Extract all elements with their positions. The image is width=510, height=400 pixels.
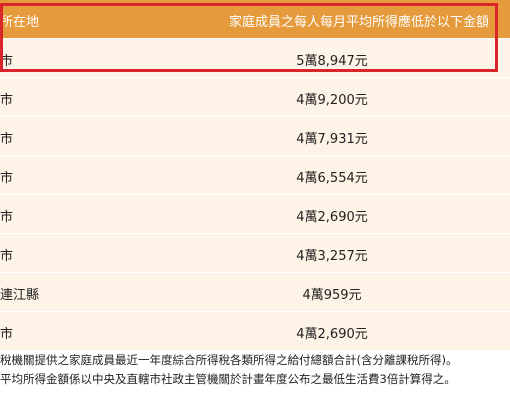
- table-row: 市 4萬2,690元: [0, 311, 510, 350]
- footnotes: 稅機關提供之家庭成員最近一年度綜合所得稅各類所得之給付總額合計(含分離課稅所得)…: [0, 351, 457, 389]
- cell-location: 市: [0, 210, 14, 225]
- table-row: 市 4萬3,257元: [0, 233, 510, 272]
- cell-location: 市: [0, 249, 14, 264]
- cell-location: 市: [0, 132, 14, 147]
- table-row: 連江縣 4萬959元: [0, 272, 510, 311]
- cell-location: 市: [0, 54, 14, 69]
- cell-location: 連江縣: [0, 288, 40, 303]
- cell-amount: 4萬6,554元: [296, 171, 368, 186]
- cell-amount: 4萬9,200元: [296, 93, 368, 108]
- cell-location: 市: [0, 171, 14, 186]
- header-amount: 家庭成員之每人每月平均所得應低於以下金額: [229, 15, 490, 30]
- income-threshold-table: 所在地 家庭成員之每人每月平均所得應低於以下金額 市 5萬8,947元 市 4萬…: [0, 0, 510, 350]
- cell-amount: 4萬3,257元: [296, 249, 368, 264]
- table-row: 市 5萬8,947元: [0, 38, 510, 77]
- table-row: 市 4萬7,931元: [0, 116, 510, 155]
- header-location: 所在地: [0, 15, 40, 30]
- cell-location: 市: [0, 327, 14, 342]
- table-row: 市 4萬9,200元: [0, 77, 510, 116]
- cell-amount: 5萬8,947元: [296, 54, 368, 69]
- cell-amount: 4萬2,690元: [296, 327, 368, 342]
- cell-amount: 4萬7,931元: [296, 132, 368, 147]
- cell-amount: 4萬2,690元: [296, 210, 368, 225]
- footnote-line: 平均所得金額係以中央及直轄市社政主管機關於計畫年度公布之最低生活費3倍計算得之。: [0, 372, 456, 386]
- table-header: 所在地 家庭成員之每人每月平均所得應低於以下金額: [0, 0, 510, 38]
- table-row: 市 4萬6,554元: [0, 155, 510, 194]
- footnote-line: 稅機關提供之家庭成員最近一年度綜合所得稅各類所得之給付總額合計(含分離課稅所得)…: [0, 353, 458, 367]
- table-row: 市 4萬2,690元: [0, 194, 510, 233]
- cell-location: 市: [0, 93, 14, 108]
- cell-amount: 4萬959元: [302, 288, 362, 303]
